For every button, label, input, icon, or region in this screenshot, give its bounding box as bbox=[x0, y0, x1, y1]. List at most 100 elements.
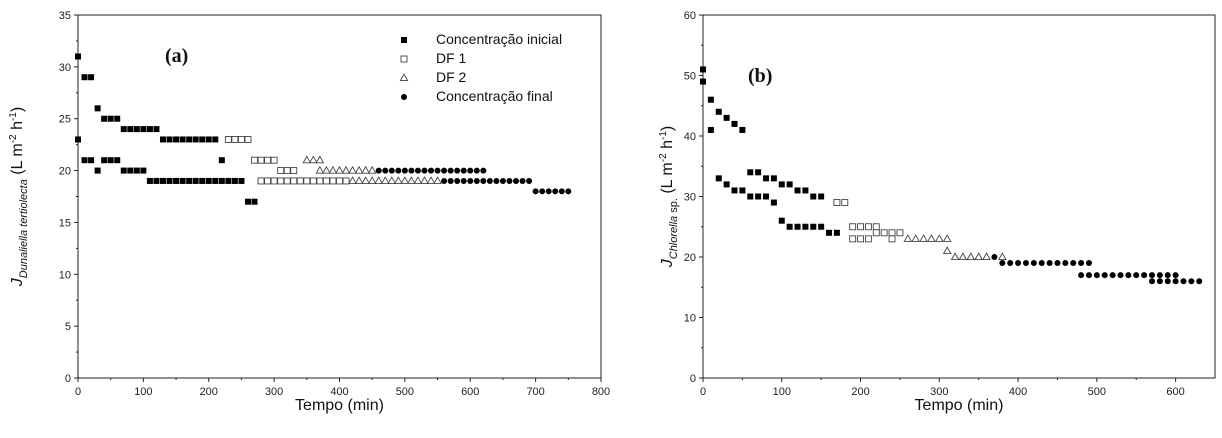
data-point bbox=[140, 126, 147, 133]
data-point bbox=[120, 126, 127, 133]
data-point bbox=[1007, 260, 1014, 267]
y-axis-label-sub: Chlorella bbox=[668, 216, 680, 259]
data-point bbox=[374, 176, 384, 184]
data-point bbox=[367, 165, 377, 174]
data-point bbox=[460, 177, 467, 184]
data-point bbox=[942, 234, 952, 242]
data-point bbox=[166, 136, 173, 143]
data-point bbox=[1117, 272, 1124, 279]
data-point bbox=[1125, 272, 1132, 279]
data-point bbox=[1164, 278, 1171, 285]
data-point bbox=[700, 66, 706, 73]
data-point bbox=[1148, 272, 1155, 279]
data-point bbox=[251, 156, 258, 164]
data-point bbox=[888, 235, 896, 243]
data-point bbox=[257, 177, 265, 185]
y-axis-label-unit-mid: h bbox=[9, 121, 26, 134]
data-point bbox=[225, 177, 232, 184]
y-tick-label: 30 bbox=[59, 62, 71, 74]
x-tick-label: 0 bbox=[75, 386, 81, 398]
y-axis-label-sub: Dunaliella tertiolecta bbox=[18, 179, 30, 278]
data-point bbox=[1085, 260, 1092, 267]
data-point bbox=[770, 199, 777, 206]
data-point bbox=[857, 223, 864, 231]
x-tick-label: 500 bbox=[1088, 386, 1106, 398]
data-point bbox=[857, 235, 864, 243]
data-point bbox=[558, 188, 565, 195]
data-point bbox=[763, 193, 770, 200]
data-point bbox=[1093, 272, 1100, 279]
legend-entry: DF 2 bbox=[436, 69, 467, 85]
data-point bbox=[786, 181, 793, 188]
data-point bbox=[270, 177, 278, 185]
data-point bbox=[348, 176, 357, 184]
y-axis-label-sub2: sp. bbox=[668, 198, 680, 216]
series-2 bbox=[903, 234, 1007, 261]
data-point bbox=[826, 229, 833, 236]
data-point bbox=[1054, 260, 1061, 267]
data-point bbox=[1101, 272, 1108, 279]
data-point bbox=[942, 246, 952, 255]
data-point bbox=[747, 193, 754, 200]
data-point bbox=[1156, 272, 1163, 279]
data-point bbox=[763, 175, 770, 182]
data-point bbox=[1078, 260, 1085, 267]
data-point bbox=[849, 223, 857, 231]
x-tick-label: 400 bbox=[330, 386, 348, 398]
data-point bbox=[361, 165, 371, 174]
data-point bbox=[414, 167, 421, 174]
data-point bbox=[238, 177, 245, 184]
data-point bbox=[159, 136, 166, 143]
data-point bbox=[864, 223, 872, 231]
data-point bbox=[715, 175, 722, 182]
data-point bbox=[290, 177, 298, 185]
data-point bbox=[426, 176, 436, 184]
data-point bbox=[707, 126, 714, 133]
data-point bbox=[532, 188, 539, 195]
data-point bbox=[421, 167, 428, 174]
panel-label: (b) bbox=[748, 65, 772, 87]
x-tick-label: 200 bbox=[851, 386, 869, 398]
chart-panel-1: 0 100 200 300 400 500 600 0 10 20 30 40 50 60 Tempo (m… bbox=[658, 10, 1216, 414]
plot-frame bbox=[77, 14, 602, 379]
x-tick-label: 300 bbox=[930, 386, 948, 398]
x-tick-label: 600 bbox=[1166, 386, 1184, 398]
data-point bbox=[199, 177, 206, 184]
data-point bbox=[794, 223, 801, 230]
data-point bbox=[264, 177, 272, 185]
data-point bbox=[303, 177, 311, 185]
data-point bbox=[480, 167, 487, 174]
data-point bbox=[277, 177, 285, 185]
data-point bbox=[302, 155, 312, 164]
data-point bbox=[277, 167, 285, 175]
data-point bbox=[367, 176, 377, 184]
data-point bbox=[361, 176, 371, 184]
data-point bbox=[872, 229, 880, 237]
data-point bbox=[896, 229, 904, 237]
data-point bbox=[341, 165, 351, 174]
data-point bbox=[237, 136, 245, 143]
data-point bbox=[454, 167, 461, 174]
data-point bbox=[903, 234, 913, 242]
data-point bbox=[1109, 272, 1116, 279]
data-point bbox=[407, 176, 416, 184]
data-point bbox=[1038, 260, 1045, 267]
x-tick-label: 200 bbox=[200, 386, 218, 398]
data-point bbox=[499, 177, 506, 184]
data-point bbox=[244, 198, 251, 205]
y-axis-label-sup2: -1 bbox=[658, 131, 669, 140]
data-point bbox=[493, 177, 500, 184]
data-point bbox=[231, 136, 239, 143]
series-0 bbox=[700, 66, 840, 236]
x-tick-label: 400 bbox=[1009, 386, 1027, 398]
data-point bbox=[565, 188, 572, 195]
series-1 bbox=[833, 199, 904, 243]
series-0 bbox=[75, 53, 258, 205]
data-point bbox=[506, 177, 513, 184]
data-point bbox=[159, 177, 166, 184]
data-point bbox=[950, 252, 960, 261]
data-point bbox=[354, 176, 364, 184]
data-point bbox=[433, 176, 442, 184]
data-point bbox=[731, 187, 738, 194]
y-axis-label-sup1: -2 bbox=[658, 153, 669, 162]
